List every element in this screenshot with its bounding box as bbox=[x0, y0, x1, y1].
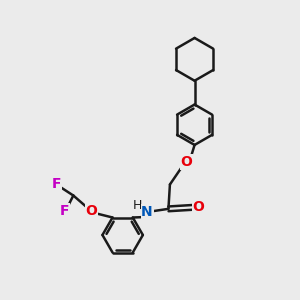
Text: O: O bbox=[192, 200, 204, 214]
Text: H: H bbox=[133, 199, 142, 212]
Text: O: O bbox=[180, 155, 192, 169]
Text: F: F bbox=[60, 204, 70, 218]
Text: O: O bbox=[85, 204, 97, 218]
Text: F: F bbox=[52, 177, 62, 191]
Text: N: N bbox=[141, 205, 153, 219]
